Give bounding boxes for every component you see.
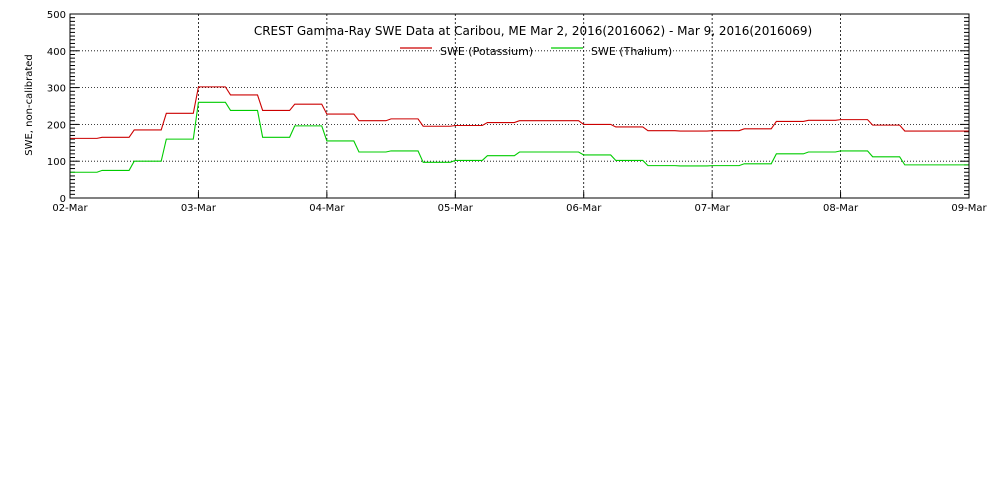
series-lines bbox=[70, 86, 969, 173]
chart-title: CREST Gamma-Ray SWE Data at Caribou, ME … bbox=[254, 24, 812, 38]
x-tick-label: 04-Mar bbox=[309, 203, 345, 214]
legend-label: SWE (Thalium) bbox=[591, 45, 672, 58]
legend: SWE (Potassium) SWE (Thalium) bbox=[400, 45, 672, 58]
plot-area-frame bbox=[69, 13, 970, 199]
y-tick-label: 400 bbox=[47, 47, 66, 58]
y-tick-labels: 0 100 200 300 400 500 bbox=[47, 10, 66, 205]
x-tick-labels: 02-Mar 03-Mar 04-Mar 05-Mar 06-Mar 07-Mar 08-M… bbox=[52, 203, 987, 214]
series-line-potassium bbox=[70, 86, 969, 139]
x-tick-label: 06-Mar bbox=[566, 203, 602, 214]
y-tick-label: 300 bbox=[47, 84, 66, 95]
x-tick-label: 07-Mar bbox=[695, 203, 731, 214]
y-tick-label: 0 bbox=[60, 194, 66, 205]
minor-ticks bbox=[69, 13, 970, 199]
x-tick-label: 05-Mar bbox=[438, 203, 474, 214]
legend-label: SWE (Potassium) bbox=[440, 45, 533, 58]
y-axis-title: SWE, non-calibrated bbox=[24, 54, 35, 156]
x-tick-label: 02-Mar bbox=[52, 203, 88, 214]
grid-lines bbox=[70, 14, 969, 198]
y-tick-label: 500 bbox=[47, 10, 66, 21]
x-tick-label: 09-Mar bbox=[951, 203, 987, 214]
x-tick-label: 03-Mar bbox=[181, 203, 217, 214]
y-tick-label: 100 bbox=[47, 157, 66, 168]
y-tick-label: 200 bbox=[47, 120, 66, 131]
x-tick-label: 08-Mar bbox=[823, 203, 859, 214]
series-line-thalium bbox=[70, 101, 969, 173]
